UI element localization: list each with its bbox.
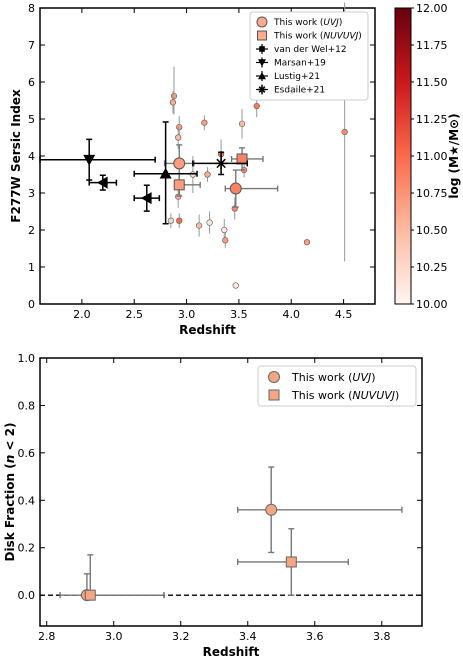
y-tick-label: 0.4 bbox=[18, 494, 36, 507]
data-point bbox=[173, 157, 186, 170]
colorbar-tick-label: 10.00 bbox=[416, 298, 448, 311]
colorbar-gradient bbox=[394, 7, 412, 305]
y-tick-label: 1.0 bbox=[18, 352, 36, 365]
data-point bbox=[196, 222, 203, 229]
top-panel: 2.0 2.5 3.0 3.5 4.0 4.5 0 1 2 3 4 5 6 7 8 Redshift F277W… bbox=[9, 2, 376, 337]
data-point bbox=[175, 193, 182, 200]
data-point bbox=[257, 30, 267, 41]
x-tick-label: 2.0 bbox=[73, 308, 91, 321]
y-tick-label: 7 bbox=[28, 39, 35, 52]
bottom-panel: 2.8 3.0 3.2 3.4 3.6 3.8 0.0 0.2 0.4 0.6 0.8 1.0 Reds… bbox=[3, 352, 423, 659]
y-axis-label: Disk Fraction (n < 2) bbox=[3, 422, 17, 561]
x-tick-label: 2.8 bbox=[38, 630, 56, 643]
y-tick-label: 4 bbox=[28, 150, 35, 163]
data-point bbox=[253, 102, 260, 110]
data-point bbox=[221, 226, 228, 234]
data-point bbox=[259, 46, 265, 52]
colorbar: 10.00 10.25 10.50 10.75 11.00 11.25 11.50 11.75… bbox=[394, 2, 461, 311]
colorbar-tick-label: 10.50 bbox=[416, 224, 448, 237]
colorbar-label: log (M★/M⊙) bbox=[447, 113, 461, 198]
legend-label: Lustig+21 bbox=[274, 72, 320, 82]
x-axis-label: Redshift bbox=[179, 323, 236, 337]
y-tick-label: 2 bbox=[28, 224, 35, 237]
data-point bbox=[232, 282, 239, 289]
x-tick-label: 3.4 bbox=[239, 630, 257, 643]
colorbar-tick-label: 10.75 bbox=[416, 187, 448, 200]
x-tick-label: 3.8 bbox=[373, 630, 391, 643]
x-tick-label: 3.6 bbox=[306, 630, 324, 643]
data-point bbox=[140, 192, 152, 205]
colorbar-tick-label: 11.50 bbox=[416, 76, 448, 89]
data-point bbox=[258, 72, 266, 80]
y-tick-label: 3 bbox=[28, 187, 35, 200]
data-point bbox=[222, 237, 229, 244]
y-tick-label: 0.6 bbox=[18, 447, 36, 460]
x-tick-label: 4.5 bbox=[335, 308, 353, 321]
y-tick-label: 0.2 bbox=[18, 542, 36, 555]
data-point bbox=[169, 99, 177, 106]
y-tick-label: 1 bbox=[28, 261, 35, 274]
colorbar-tick-label: 12.00 bbox=[416, 2, 448, 15]
x-tick-label: 3.5 bbox=[230, 308, 248, 321]
legend-label: This work (NUVUVJ) bbox=[291, 389, 399, 402]
x-tick-label: 3.0 bbox=[178, 308, 196, 321]
data-point bbox=[175, 134, 182, 141]
x-tick-label: 2.5 bbox=[125, 308, 143, 321]
legend-label: This work (UVJ) bbox=[273, 18, 342, 28]
y-tick-label: 0.0 bbox=[18, 589, 36, 602]
data-point bbox=[167, 217, 174, 224]
data-point bbox=[229, 182, 242, 195]
data-point bbox=[256, 16, 268, 28]
data-point bbox=[285, 556, 297, 568]
legend-label: van der Wel+12 bbox=[274, 45, 347, 55]
data-point bbox=[303, 239, 311, 246]
x-tick-label: 3.2 bbox=[172, 630, 190, 643]
y-tick-label: 0 bbox=[28, 298, 35, 311]
legend-label: Esdaile+21 bbox=[274, 86, 325, 96]
colorbar-tick-label: 11.00 bbox=[416, 150, 448, 163]
legend-label: This work (NUVUVJ) bbox=[273, 32, 362, 42]
data-point bbox=[96, 176, 108, 189]
legend-box bbox=[249, 11, 369, 101]
colorbar-tick-label: 10.25 bbox=[416, 261, 448, 274]
data-point bbox=[84, 589, 96, 601]
y-tick-label: 8 bbox=[28, 2, 35, 15]
data-point bbox=[341, 128, 348, 136]
data-point bbox=[170, 92, 178, 100]
data-point bbox=[176, 124, 183, 131]
data-point bbox=[201, 119, 208, 126]
data-point bbox=[238, 120, 246, 127]
x-tick-label: 3.0 bbox=[105, 630, 123, 643]
data-point bbox=[204, 171, 211, 178]
y-tick-label: 6 bbox=[28, 76, 35, 89]
colorbar-tick-label: 11.75 bbox=[416, 39, 448, 52]
y-axis-label: F277W Sersic Index bbox=[9, 89, 23, 223]
data-point bbox=[176, 217, 183, 224]
x-tick-label: 4.0 bbox=[283, 308, 301, 321]
y-tick-label: 5 bbox=[28, 113, 35, 126]
data-point bbox=[206, 219, 213, 226]
data-point bbox=[265, 503, 278, 516]
legend-label: This work (UVJ) bbox=[291, 371, 376, 384]
data-point bbox=[83, 154, 96, 166]
data-point bbox=[159, 167, 172, 179]
data-point bbox=[258, 59, 266, 67]
y-tick-label: 0.8 bbox=[18, 399, 36, 412]
data-point bbox=[173, 179, 185, 191]
data-point bbox=[215, 157, 228, 170]
legend-box bbox=[257, 365, 417, 407]
legend-marker bbox=[268, 389, 280, 401]
data-point bbox=[236, 153, 248, 165]
x-axis-label: Redshift bbox=[203, 645, 260, 659]
legend-marker bbox=[268, 371, 280, 383]
data-point bbox=[258, 85, 266, 94]
legend-label: Marsan+19 bbox=[274, 59, 326, 69]
colorbar-tick-label: 11.25 bbox=[416, 113, 448, 126]
